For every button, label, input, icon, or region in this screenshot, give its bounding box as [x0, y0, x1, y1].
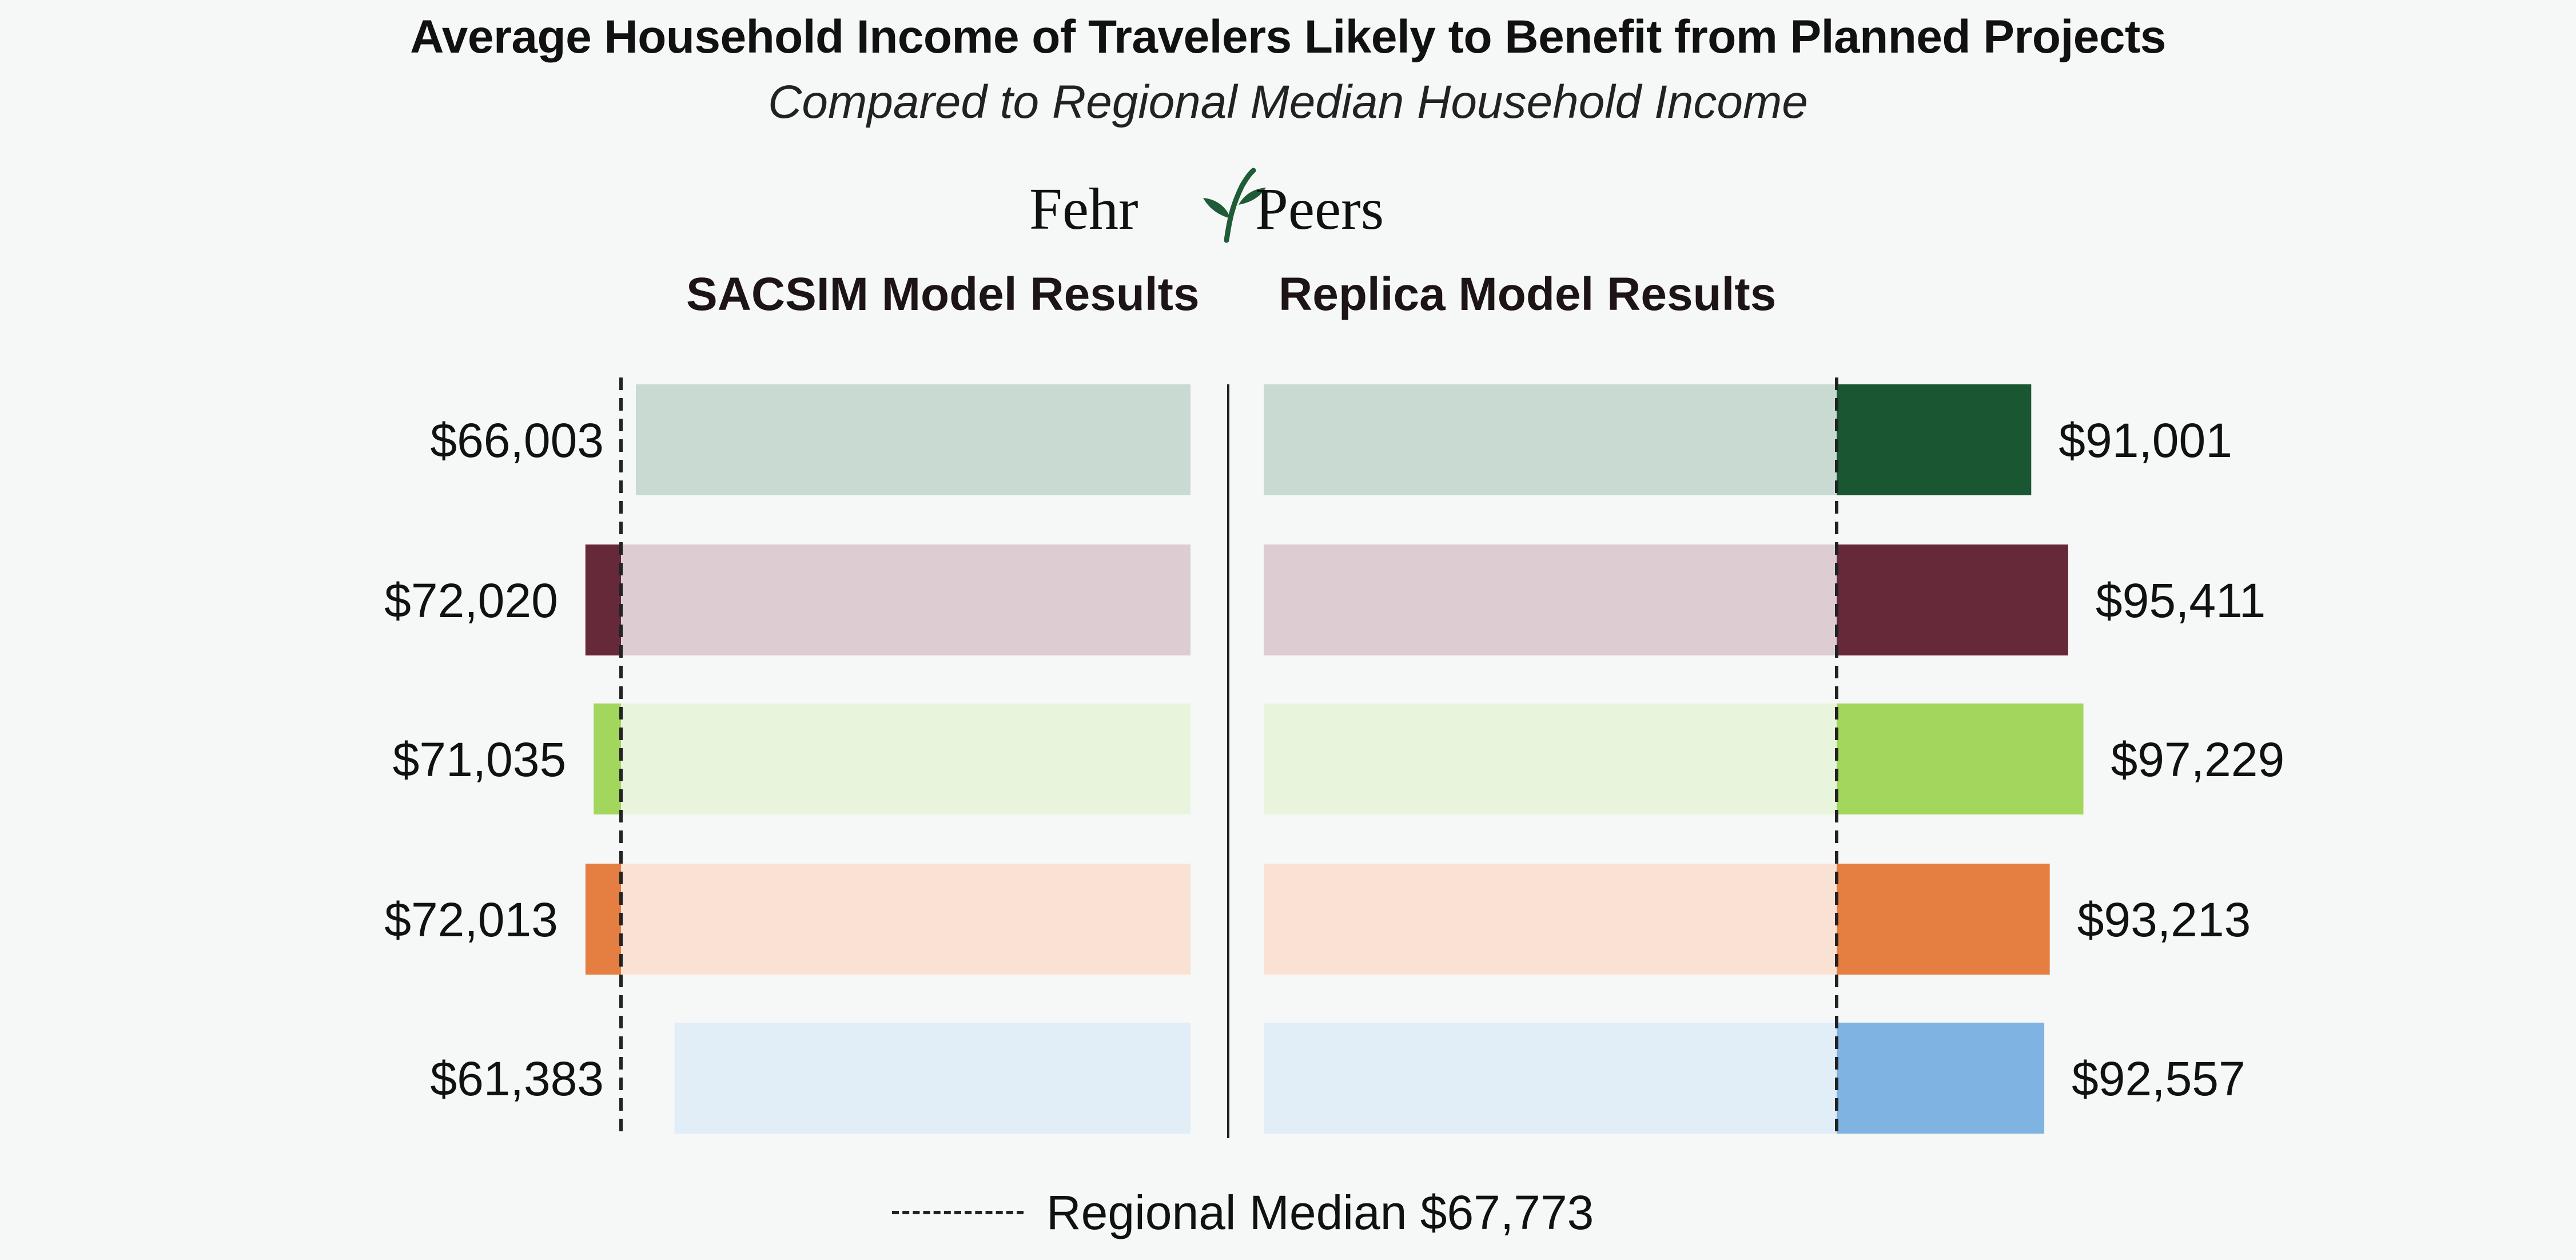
chart-subtitle: Compared to Regional Median Household In…	[768, 76, 1808, 128]
replica-value-label-1: $95,411	[2096, 574, 2266, 627]
sacsim-gap-4	[620, 1021, 675, 1135]
logo-text-right: Peers	[1255, 176, 1384, 242]
replica-value-label-3: $93,213	[2077, 893, 2251, 947]
sacsim-value-bar-2	[594, 703, 621, 814]
logo-text-left: Fehr	[1029, 176, 1138, 242]
legend: Regional Median $67,773	[892, 1184, 1594, 1241]
replica-panel-title: Replica Model Results	[1279, 268, 1777, 320]
sacsim-background-bar-1	[621, 544, 1191, 655]
replica-value-label-0: $91,001	[2059, 414, 2232, 467]
replica-background-bar-4	[1264, 1023, 1837, 1134]
sacsim-value-label-0: $66,003	[430, 414, 604, 467]
sacsim-value-bar-3	[585, 864, 621, 975]
chart-title: Average Household Income of Travelers Li…	[410, 11, 2166, 63]
replica-background-bar-3	[1264, 864, 1837, 975]
sacsim-value-label-3: $72,013	[384, 893, 558, 947]
replica-background-bar-0	[1264, 384, 1837, 495]
replica-value-bar-1	[1837, 544, 2068, 655]
replica-value-bar-0	[1837, 384, 2032, 495]
leaf-icon	[1203, 168, 1266, 243]
replica-background-bar-1	[1264, 544, 1837, 655]
legend-dash-swatch	[892, 1211, 1024, 1214]
sacsim-value-label-2: $71,035	[393, 733, 567, 786]
replica-value-bar-4	[1837, 1023, 2045, 1134]
replica-value-bar-3	[1837, 864, 2050, 975]
sacsim-background-bar-2	[621, 703, 1191, 814]
legend-label: Regional Median $67,773	[1046, 1185, 1594, 1239]
sacsim-background-bar-3	[621, 864, 1191, 975]
sacsim-value-label-1: $72,020	[384, 574, 558, 627]
sacsim-value-bar-1	[585, 544, 621, 655]
sacsim-value-label-4: $61,383	[430, 1052, 604, 1106]
fehr-peers-logo: Fehr Peers	[1029, 168, 1384, 243]
replica-value-bar-2	[1837, 703, 2084, 814]
replica-value-label-4: $92,557	[2072, 1052, 2245, 1106]
sacsim-background-bar-4	[621, 1023, 1191, 1134]
replica-background-bar-2	[1264, 703, 1837, 814]
replica-value-label-2: $97,229	[2111, 733, 2285, 786]
sacsim-background-bar-0	[621, 384, 1191, 495]
sacsim-panel-title: SACSIM Model Results	[686, 268, 1200, 320]
